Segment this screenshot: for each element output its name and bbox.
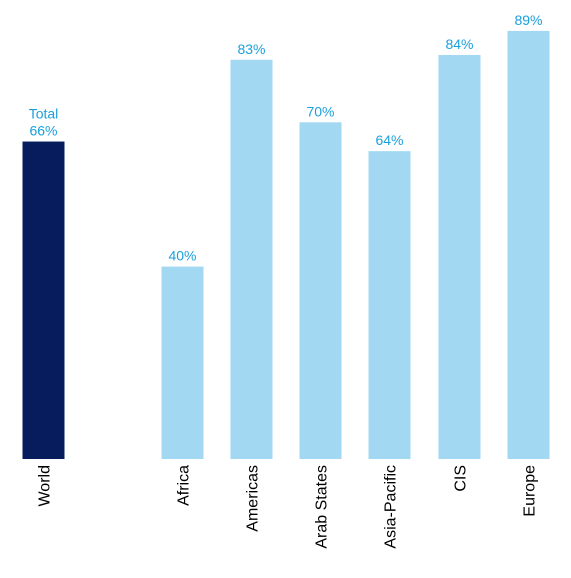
bar-cis	[438, 54, 481, 460]
value-label-cis: 84%	[445, 36, 473, 52]
value-label-americas: 83%	[237, 41, 265, 57]
category-label-cis: CIS	[453, 465, 470, 492]
value-label-asia-pacific: 64%	[375, 132, 403, 148]
bar-arab-states	[299, 122, 342, 460]
value-label-world: 66%	[29, 123, 57, 139]
bar-europe	[507, 30, 550, 459]
value-label-arab-states: 70%	[306, 103, 334, 119]
bar-world	[22, 141, 65, 460]
value-label-europe: 89%	[514, 12, 542, 28]
category-label-europe: Europe	[522, 465, 539, 517]
category-label-africa: Africa	[176, 465, 193, 506]
annotation-label-world: Total	[29, 106, 59, 122]
category-label-americas: Americas	[245, 465, 262, 532]
bar-americas	[230, 59, 273, 460]
category-label-arab-states: Arab States	[314, 465, 331, 549]
bar-africa	[161, 266, 204, 459]
bar-asia-pacific	[368, 151, 411, 459]
bars-group	[22, 30, 550, 460]
category-label-world: World	[37, 465, 54, 507]
value-label-africa: 40%	[168, 248, 196, 264]
category-labels-group: World Africa Americas Arab States Asia-Pacif…	[37, 465, 539, 549]
category-label-asia-pacific: Asia-Pacific	[383, 465, 400, 549]
